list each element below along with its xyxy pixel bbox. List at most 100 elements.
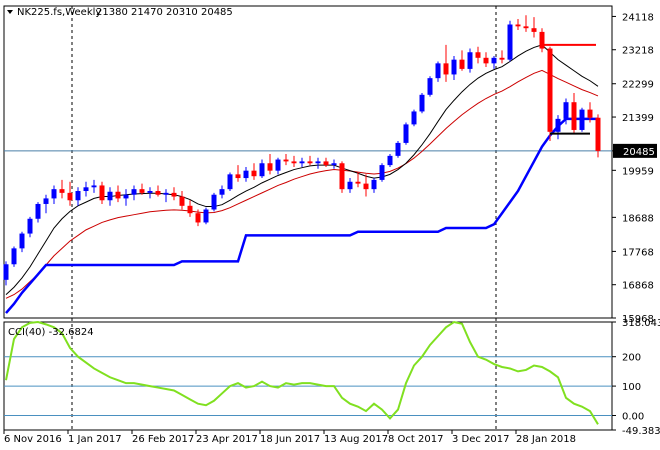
time-axis: 6 Nov 2016 1 Jan 2017 26 Feb 2017 23 Apr 20…: [3, 430, 576, 445]
candle-body: [395, 142, 401, 156]
price-tick-label: 17768: [622, 247, 654, 258]
candle-body: [187, 205, 193, 214]
price-tick-label: 19959: [622, 166, 654, 177]
time-tick-label: 1 Jan 2017: [68, 434, 122, 445]
candle-body: [91, 185, 97, 188]
candle-body: [443, 63, 449, 75]
cci-title: CCI(40) -32.6824: [8, 327, 94, 338]
candle-body: [403, 124, 409, 143]
candle-body: [163, 192, 169, 195]
candle-body: [355, 181, 361, 184]
cci-series: [5, 320, 599, 425]
candle-body: [547, 48, 553, 132]
candle-body: [99, 185, 105, 201]
candle-body: [491, 57, 497, 64]
vertical-grid: [71, 6, 497, 430]
candle-body: [299, 161, 305, 164]
symbol-label: NK225.fs,Weekly: [17, 7, 101, 18]
time-tick-label: 8 Oct 2017: [388, 434, 443, 445]
candle-body: [67, 192, 73, 201]
time-tick-label: 6 Nov 2016: [4, 434, 62, 445]
candle-body: [411, 111, 417, 125]
price-tick-label: 23218: [622, 46, 654, 57]
price-axis: 24118 23218 22299 21399 19959 18688 17768 16868…: [612, 12, 654, 325]
cci-tick-label: 200: [622, 353, 641, 364]
candle-body: [3, 264, 9, 280]
ma-slow-line: [5, 69, 599, 299]
trailing-stop-line: [5, 117, 598, 314]
candle-body: [571, 102, 577, 130]
candle-body: [499, 57, 505, 60]
time-tick-label: 3 Dec 2017: [452, 434, 510, 445]
candle-body: [507, 24, 513, 60]
price-tick-label: 16868: [622, 281, 654, 292]
candle-body: [563, 102, 569, 119]
candle-body: [523, 26, 529, 29]
candle-body: [259, 163, 265, 177]
candle-body: [147, 191, 153, 193]
candle-body: [347, 181, 353, 190]
cci-tick-label: 0.00: [622, 411, 644, 422]
time-tick-label: 13 Aug 2017: [324, 434, 388, 445]
candle-body: [51, 189, 57, 199]
candle-body: [555, 118, 561, 132]
candle-body: [307, 161, 313, 164]
candles: [3, 15, 601, 286]
candle-body: [235, 174, 241, 179]
cci-tick-label: 100: [622, 382, 641, 393]
price-tick-label: 22299: [622, 80, 654, 91]
ohlc-label: 21380 21470 20310 20485: [96, 7, 233, 18]
candle-body: [459, 59, 465, 69]
candle-body: [195, 213, 201, 223]
candle-body: [363, 183, 369, 190]
candle-body: [379, 165, 385, 180]
candle-body: [539, 31, 545, 49]
candle-body: [419, 94, 425, 112]
candle-body: [227, 174, 233, 190]
candle-body: [275, 159, 281, 171]
candle-body: [75, 191, 81, 201]
candle-body: [131, 189, 137, 195]
price-tick-label: 24118: [622, 12, 654, 23]
candle-body: [579, 109, 585, 130]
candle-body: [171, 192, 177, 197]
candle-body: [211, 194, 217, 210]
support-resistance-lines: [542, 43, 596, 135]
candle-body: [243, 170, 249, 179]
candle-body: [27, 218, 33, 234]
candle-body: [115, 191, 121, 199]
cci-panel: [3, 321, 613, 431]
candle-body: [107, 191, 113, 201]
candle-body: [155, 191, 161, 195]
ma-fast-line: [5, 44, 599, 295]
candle-body: [43, 198, 49, 204]
candle-body: [11, 248, 17, 265]
time-tick-label: 23 Apr 2017: [196, 434, 258, 445]
price-tick-label: 18688: [622, 213, 654, 224]
candle-body: [531, 28, 537, 32]
candle-body: [267, 163, 273, 171]
candle-body: [451, 59, 457, 75]
candle-body: [291, 161, 297, 164]
cci-line: [5, 320, 599, 425]
dropdown-triangle-icon[interactable]: [7, 10, 13, 14]
candle-body: [331, 163, 337, 166]
candle-body: [139, 189, 145, 193]
candle-body: [483, 57, 489, 64]
price-tick-label: 21399: [622, 113, 654, 124]
candle-body: [315, 161, 321, 164]
candle-body: [219, 189, 225, 195]
time-tick-label: 18 Jun 2017: [260, 434, 320, 445]
cci-axis: 318.0436 200 100 0.00 -49.3837: [4, 318, 660, 437]
candle-body: [387, 155, 393, 166]
candle-body: [371, 179, 377, 190]
candle-body: [339, 163, 345, 190]
candle-body: [587, 109, 593, 118]
candle-body: [19, 233, 25, 249]
candle-body: [435, 63, 441, 79]
candle-body: [515, 24, 521, 27]
candle-body: [323, 161, 329, 166]
candle-body: [203, 209, 209, 223]
time-tick-label: 26 Feb 2017: [132, 434, 194, 445]
